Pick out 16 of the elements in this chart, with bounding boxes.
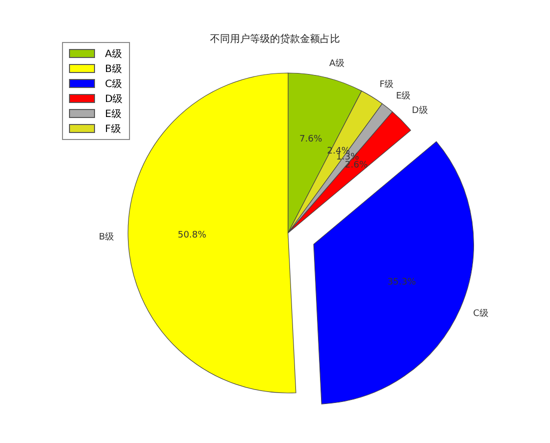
data-label: 7.6% (299, 134, 323, 145)
chart-title: 不同用户等级的贷款金额占比 (209, 32, 341, 46)
slice-label: A级 (329, 58, 344, 69)
legend-label: B级 (105, 62, 122, 76)
legend-label: D级 (105, 92, 123, 106)
legend-label: F级 (105, 122, 121, 136)
slice-label: B级 (98, 231, 114, 242)
slice-label: E级 (396, 90, 411, 102)
slice-label: F级 (379, 78, 394, 90)
legend-label: C级 (105, 78, 122, 90)
slice-label: C级 (473, 308, 488, 319)
data-label: 50.8% (178, 230, 207, 240)
legend-label: E级 (105, 108, 122, 120)
legend-label: A级 (105, 48, 122, 60)
slice-label: D级 (412, 104, 428, 116)
data-label: 35.3% (387, 278, 416, 288)
